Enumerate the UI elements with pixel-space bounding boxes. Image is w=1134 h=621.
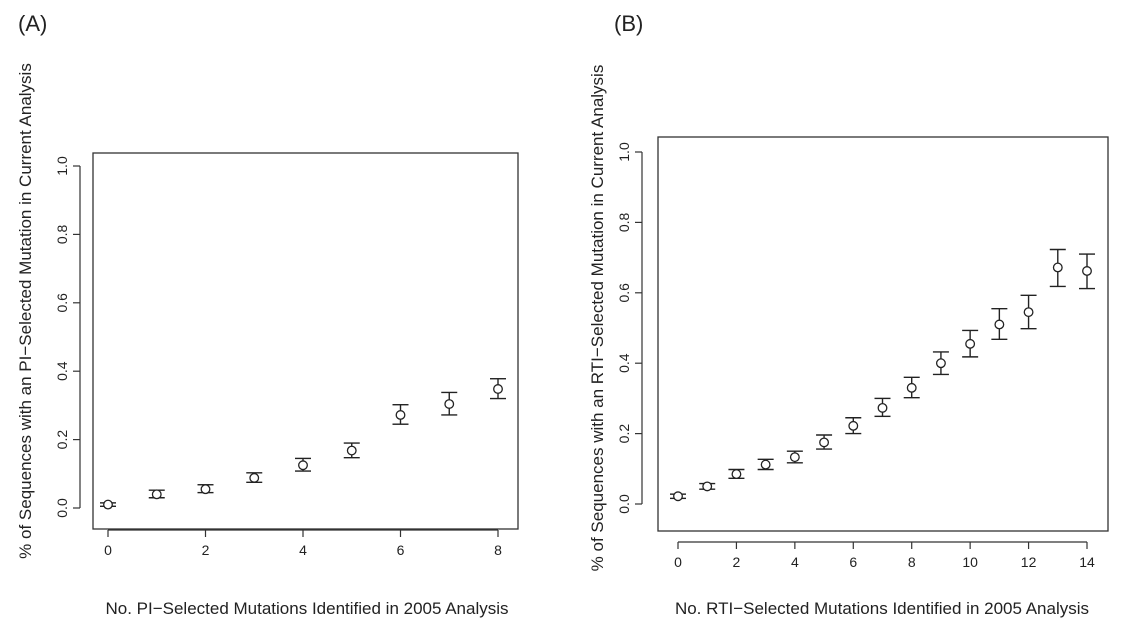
- panel-b-x-tick-label: 2: [733, 554, 741, 570]
- panel-b-data-point: [819, 437, 830, 448]
- panel-b-y-tick-label: 0.8: [616, 212, 632, 232]
- panel-a-data-point: [103, 499, 113, 510]
- panel-b-data-point: [1052, 262, 1063, 273]
- panel-b-x-tick-label: 12: [1021, 554, 1037, 570]
- panel-b-data-point: [1023, 307, 1034, 318]
- panel-a-x-tick-label: 2: [202, 542, 210, 558]
- panel-b-data-point: [935, 358, 946, 369]
- panel-a-y-axis-title: % of Sequences with an PI−Selected Mutat…: [16, 63, 35, 559]
- panel-a-label: (A): [18, 11, 47, 36]
- panel-a-x-tick-label: 6: [397, 542, 405, 558]
- panel-b-data-point: [877, 402, 888, 413]
- panel-b-data-point: [994, 319, 1005, 330]
- panel-a-data-point: [395, 410, 406, 420]
- panel-b-data-point: [965, 338, 976, 349]
- panel-b-x-tick-label: 14: [1079, 554, 1095, 570]
- panel-a-y-tick-label: 1.0: [54, 156, 70, 176]
- panel-a-data-point: [346, 445, 357, 456]
- panel-a-data-point: [151, 489, 162, 500]
- panel-b-x-tick-label: 6: [849, 554, 857, 570]
- panel-a-y-tick-label: 0.6: [54, 293, 70, 313]
- panel-a: (A) No. PI−Selected Mutations Identified…: [16, 11, 519, 618]
- panel-a-y-tick-label: 0.0: [54, 498, 70, 518]
- panel-b-y-tick-label: 1.0: [616, 142, 632, 162]
- panel-b-data-point: [731, 469, 742, 480]
- panel-a-x-tick-label: 4: [299, 542, 307, 558]
- panel-b-y-tick-label: 0.2: [616, 424, 632, 444]
- panel-b-data-point: [1082, 266, 1092, 276]
- panel-a-data-point: [249, 472, 260, 483]
- panel-a-x-tick-label: 0: [104, 542, 112, 558]
- panel-b-data-point: [848, 420, 859, 431]
- panel-b-data-point: [789, 452, 800, 463]
- panel-a-y-tick-label: 0.2: [54, 430, 70, 450]
- panel-b-label: (B): [614, 11, 643, 36]
- panel-a-x-axis-title: No. PI−Selected Mutations Identified in …: [105, 599, 508, 618]
- panel-b-plot-frame: [657, 136, 1109, 532]
- panel-b-y-tick-label: 0.0: [616, 494, 632, 514]
- panel-a-data-point: [444, 399, 455, 409]
- panel-b-y-tick-label: 0.6: [616, 283, 632, 303]
- panel-a-x-tick-label: 8: [494, 542, 502, 558]
- panel-a-data-point: [200, 484, 211, 495]
- panel-a-plot-frame: [92, 152, 519, 530]
- panel-a-data-point: [298, 460, 308, 471]
- panel-b-ticks: 0 2 4 6 8 10 12 14 0.0 0.2 0.4 0.6 0.8 1.0: [616, 142, 1095, 570]
- panel-b-x-tick-label: 4: [791, 554, 799, 570]
- panel-b-y-axis-title: % of Sequences with an RTI−Selected Muta…: [588, 65, 607, 572]
- panel-b-data-point: [760, 459, 771, 470]
- panel-a-y-tick-label: 0.8: [54, 224, 70, 244]
- panel-a-marks: [100, 378, 506, 510]
- panel-b-x-tick-label: 0: [674, 554, 682, 570]
- panel-b-data-point: [673, 491, 683, 502]
- panel-a-y-tick-label: 0.4: [54, 361, 70, 381]
- panel-b-marks: [670, 248, 1095, 502]
- panel-a-ticks: 0 2 4 6 8 0.0 0.2 0.4 0.6 0.8 1.0: [54, 156, 502, 558]
- panel-b-data-point: [702, 481, 713, 492]
- panel-b-x-tick-label: 8: [908, 554, 916, 570]
- panel-b: (B) No. RTI−Selected Mutations Identifie…: [588, 11, 1109, 618]
- panel-b-x-axis-title: No. RTI−Selected Mutations Identified in…: [675, 599, 1089, 618]
- panel-a-data-point: [493, 384, 503, 394]
- panel-b-y-tick-label: 0.4: [616, 353, 632, 373]
- panel-b-data-point: [906, 382, 917, 393]
- panel-b-x-tick-label: 10: [962, 554, 978, 570]
